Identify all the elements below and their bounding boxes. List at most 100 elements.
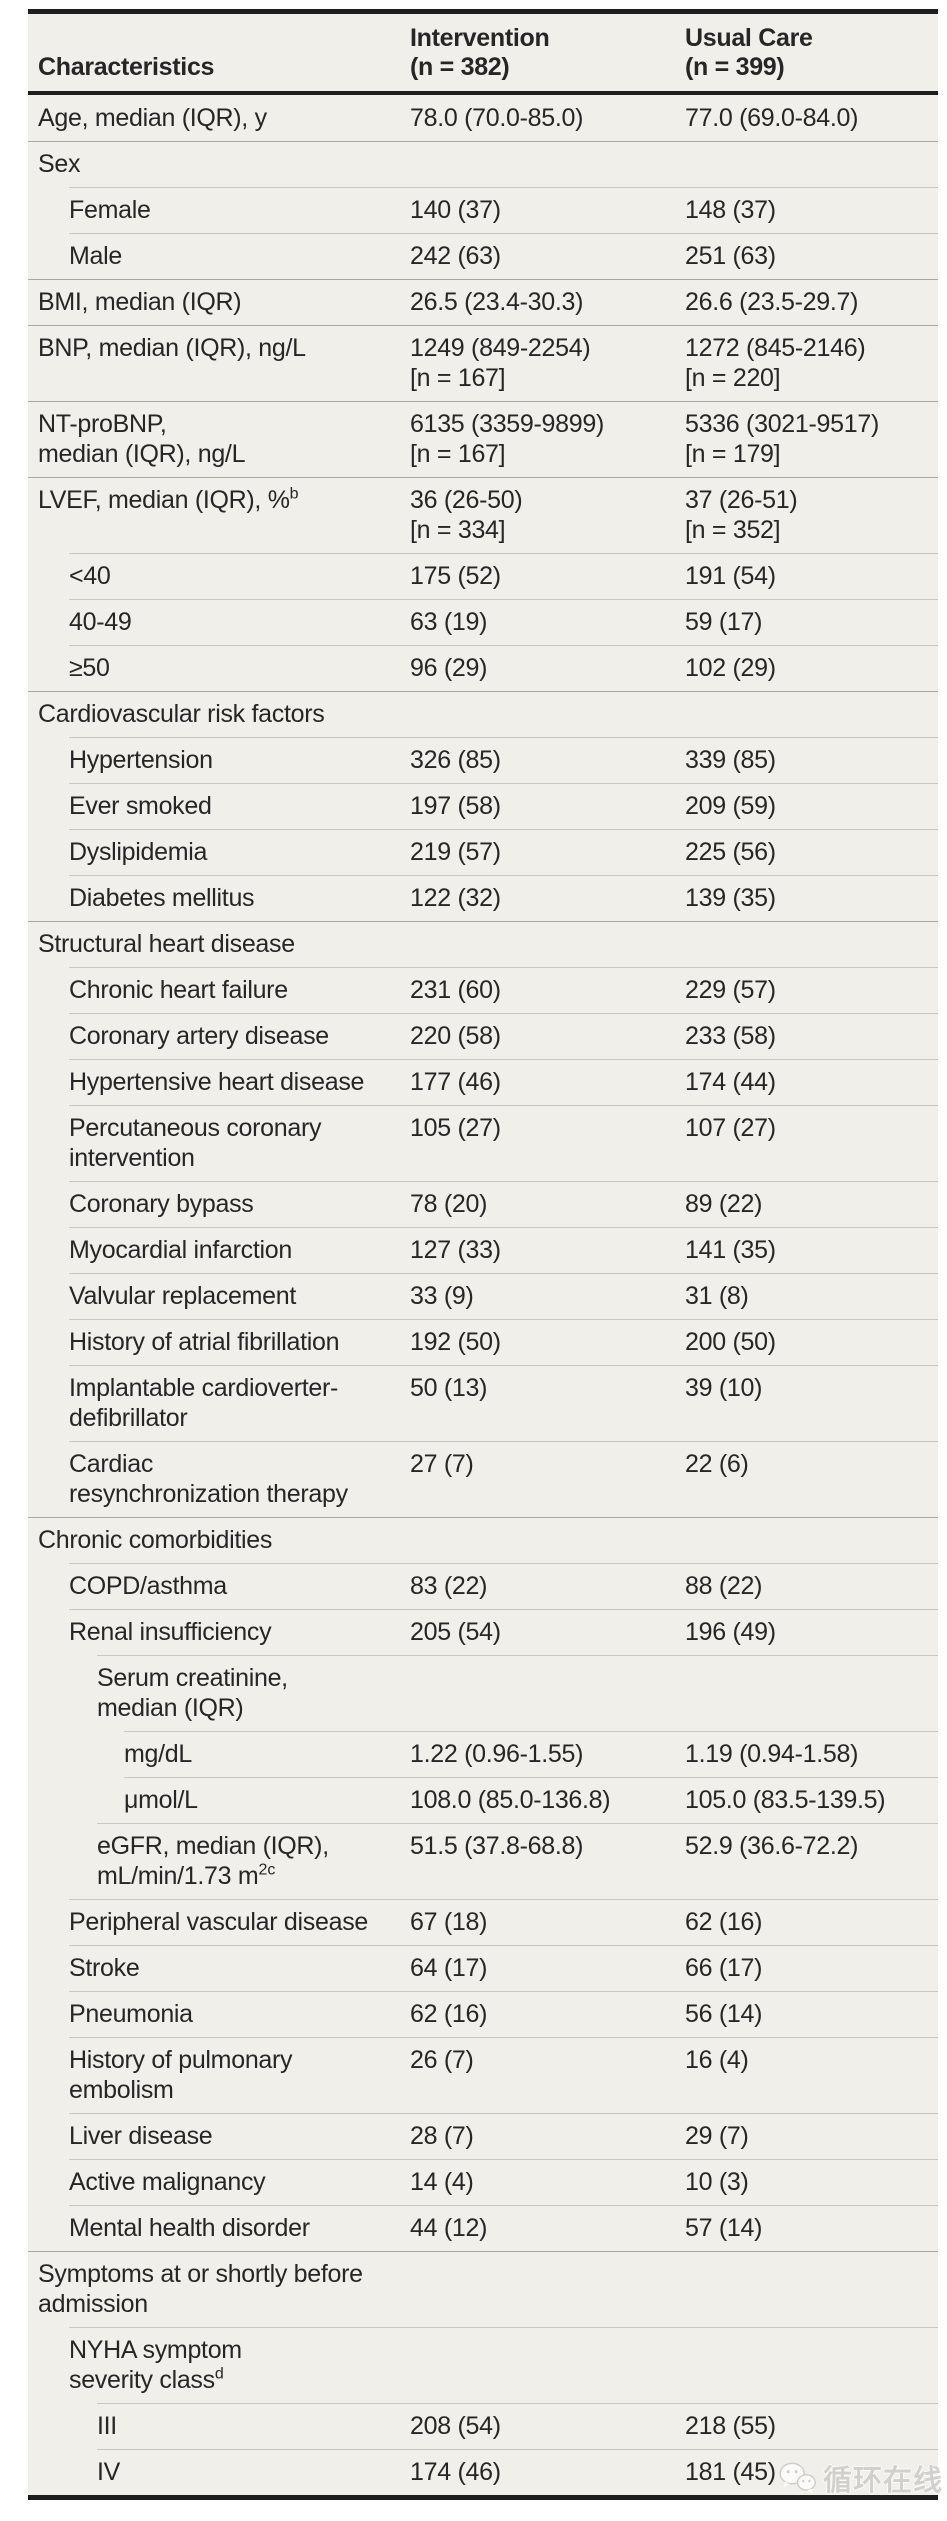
row-label: 40-49 [69, 608, 132, 636]
intervention-value: 1249 (849-2254) [n = 167] [410, 334, 591, 392]
usual-care-value: 62 (16) [685, 1908, 763, 1936]
row-label: Structural heart disease [38, 930, 295, 958]
table-header-row: Characteristics Intervention (n = 382) U… [28, 14, 938, 95]
row-label: Male [69, 242, 122, 270]
table-row: Chronic comorbidities [28, 1517, 938, 1563]
table-row: BNP, median (IQR), ng/L 1249 (849-2254) [… [28, 325, 938, 401]
intervention-value: 26.5 (23.4-30.3) [410, 288, 584, 316]
row-label: Mental health disorder [69, 2214, 310, 2242]
usual-care-value: 105.0 (83.5-139.5) [685, 1786, 886, 1814]
row-separator [69, 1563, 938, 1564]
intervention-value: 50 (13) [410, 1374, 488, 1402]
intervention-value: 197 (58) [410, 792, 501, 820]
table-row: ≥50 96 (29) 102 (29) [28, 645, 938, 691]
row-label: μmol/L [124, 1786, 198, 1814]
intervention-value: 231 (60) [410, 976, 501, 1004]
row-separator [69, 2327, 938, 2328]
row-label: BNP, median (IQR), ng/L [38, 334, 306, 362]
row-separator [69, 967, 938, 968]
table-row: IV 174 (46) 181 (45) [28, 2449, 938, 2495]
usual-care-value: 148 (37) [685, 196, 776, 224]
row-label: Serum creatinine, median (IQR) [97, 1664, 288, 1722]
usual-care-value: 339 (85) [685, 746, 776, 774]
row-separator [28, 691, 938, 692]
table-row: NYHA symptom severity classd [28, 2327, 938, 2403]
row-label: Hypertensive heart disease [69, 1068, 365, 1096]
intervention-value: 14 (4) [410, 2168, 474, 2196]
table-row: <40 175 (52) 191 (54) [28, 553, 938, 599]
row-label: NT-proBNP, median (IQR), ng/L [38, 410, 246, 468]
intervention-value: 174 (46) [410, 2458, 501, 2486]
table-row: Dyslipidemia 219 (57) 225 (56) [28, 829, 938, 875]
table-row: Mental health disorder 44 (12) 57 (14) [28, 2205, 938, 2251]
usual-care-value: 37 (26-51) [n = 352] [685, 486, 798, 544]
usual-care-value: 56 (14) [685, 2000, 763, 2028]
usual-care-value: 107 (27) [685, 1114, 776, 1142]
row-separator [124, 1731, 938, 1732]
row-label: Female [69, 196, 151, 224]
usual-care-value: 29 (7) [685, 2122, 749, 2150]
table-row: Age, median (IQR), y 78.0 (70.0-85.0) 77.0… [28, 95, 938, 141]
row-label: Cardiovascular risk factors [38, 700, 325, 728]
usual-care-value: 225 (56) [685, 838, 776, 866]
table-row: Cardiac resynchronization therapy 27 (7) 2… [28, 1441, 938, 1517]
table-row: Implantable cardioverter- defibrillator 5… [28, 1365, 938, 1441]
row-label: Peripheral vascular disease [69, 1908, 369, 1936]
table-row: Pneumonia 62 (16) 56 (14) [28, 1991, 938, 2037]
row-separator [97, 2449, 938, 2450]
usual-care-value: 251 (63) [685, 242, 776, 270]
table-row: NT-proBNP, median (IQR), ng/L 6135 (3359-… [28, 401, 938, 477]
row-label: Liver disease [69, 2122, 213, 2150]
intervention-value: 33 (9) [410, 1282, 474, 1310]
row-label: <40 [69, 562, 111, 590]
table-row: Stroke 64 (17) 66 (17) [28, 1945, 938, 1991]
row-separator [28, 401, 938, 402]
row-separator [28, 921, 938, 922]
intervention-value: 27 (7) [410, 1450, 474, 1478]
row-separator [69, 1945, 938, 1946]
table-row: LVEF, median (IQR), %b 36 (26-50) [n = 33… [28, 477, 938, 553]
row-separator [69, 875, 938, 876]
intervention-value: 26 (7) [410, 2046, 474, 2074]
table-row: Liver disease 28 (7) 29 (7) [28, 2113, 938, 2159]
row-separator [69, 1273, 938, 1274]
intervention-value: 83 (22) [410, 1572, 488, 1600]
row-label: Chronic heart failure [69, 976, 288, 1004]
intervention-value: 78 (20) [410, 1190, 488, 1218]
row-label: III [97, 2412, 117, 2440]
intervention-value: 51.5 (37.8-68.8) [410, 1832, 584, 1860]
row-separator [69, 2037, 938, 2038]
usual-care-value: 209 (59) [685, 792, 776, 820]
usual-care-value: 16 (4) [685, 2046, 749, 2074]
row-label: Coronary artery disease [69, 1022, 329, 1050]
footnote-marker: d [214, 2365, 224, 2383]
usual-care-value: 57 (14) [685, 2214, 763, 2242]
table-row: eGFR, median (IQR), mL/min/1.73 m2c 51.5 … [28, 1823, 938, 1899]
intervention-value: 1.22 (0.96-1.55) [410, 1740, 584, 1768]
intervention-value: 219 (57) [410, 838, 501, 866]
usual-care-value: 66 (17) [685, 1954, 763, 1982]
table-row: Myocardial infarction 127 (33) 141 (35) [28, 1227, 938, 1273]
intervention-value: 44 (12) [410, 2214, 488, 2242]
table-row: Symptoms at or shortly before admission [28, 2251, 938, 2327]
intervention-value: 63 (19) [410, 608, 488, 636]
usual-care-value: 89 (22) [685, 1190, 763, 1218]
row-separator [69, 1365, 938, 1366]
usual-care-value: 229 (57) [685, 976, 776, 1004]
row-separator [69, 829, 938, 830]
table-row: III 208 (54) 218 (55) [28, 2403, 938, 2449]
row-label: mg/dL [124, 1740, 192, 1768]
intervention-value: 205 (54) [410, 1618, 501, 1646]
row-label: Chronic comorbidities [38, 1526, 273, 1554]
intervention-value: 28 (7) [410, 2122, 474, 2150]
table-row: Coronary artery disease 220 (58) 233 (58) [28, 1013, 938, 1059]
row-separator [69, 599, 938, 600]
table-row: Hypertensive heart disease 177 (46) 174 (4… [28, 1059, 938, 1105]
row-label: History of atrial fibrillation [69, 1328, 340, 1356]
intervention-value: 105 (27) [410, 1114, 501, 1142]
row-separator [69, 1059, 938, 1060]
usual-care-value: 26.6 (23.5-29.7) [685, 288, 859, 316]
table-row: Hypertension 326 (85) 339 (85) [28, 737, 938, 783]
baseline-characteristics-table: Characteristics Intervention (n = 382) U… [28, 9, 938, 2500]
